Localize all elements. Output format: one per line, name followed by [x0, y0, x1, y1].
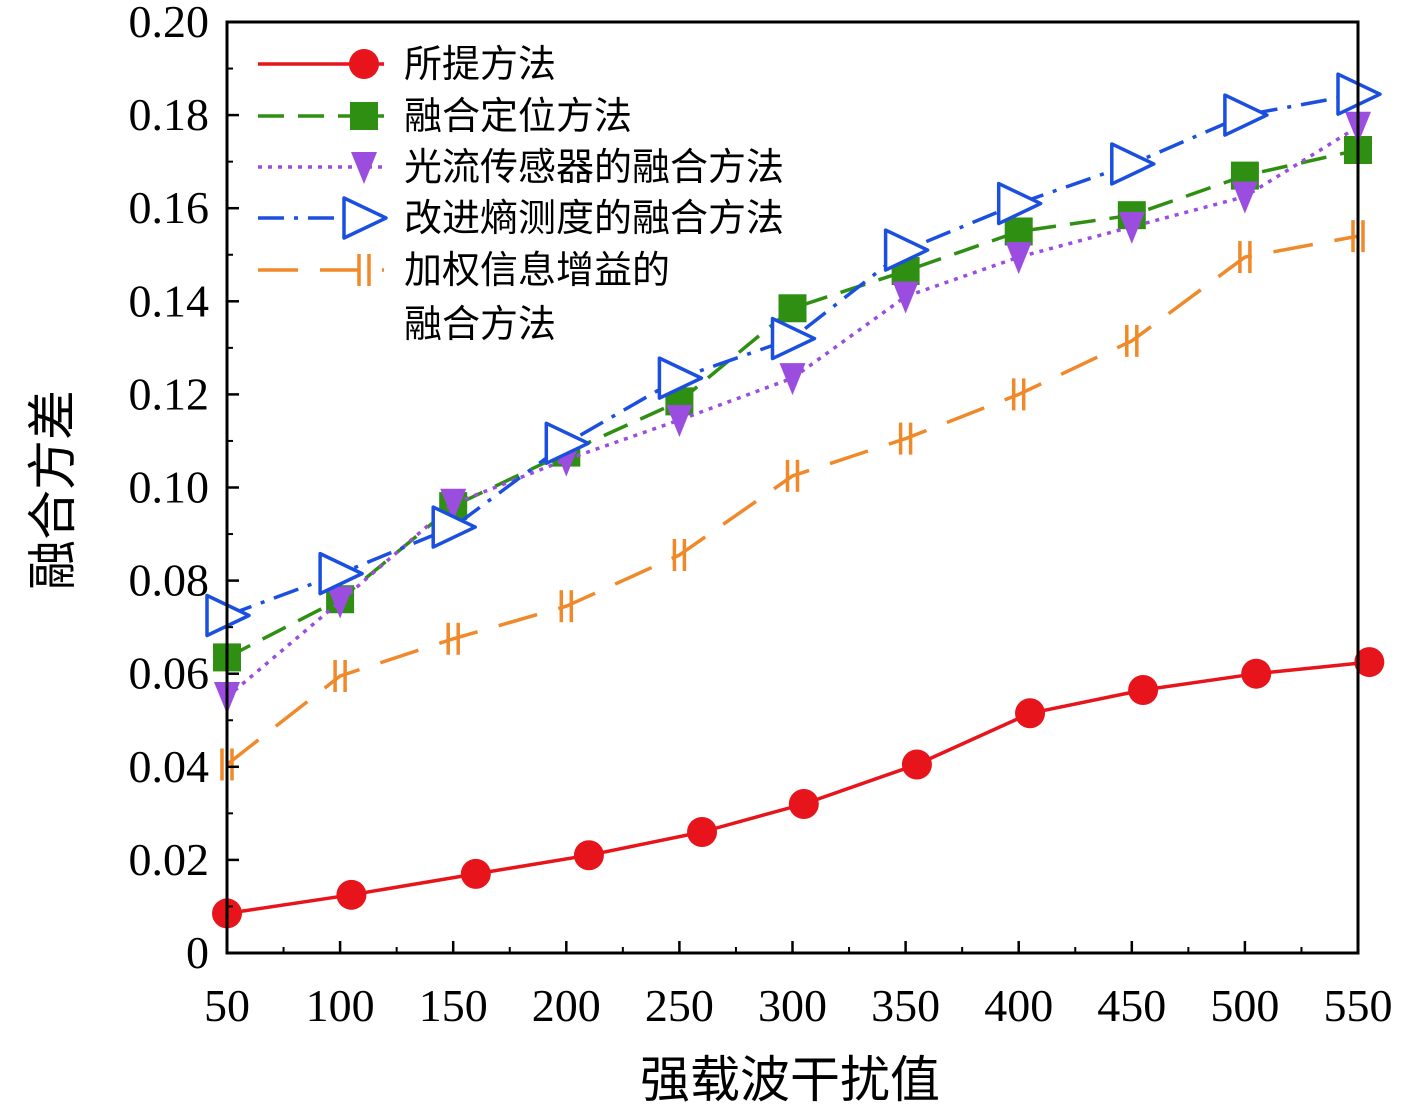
- data-point: [1238, 241, 1252, 274]
- y-tick-label: 0.06: [129, 648, 210, 699]
- data-point: [1128, 674, 1159, 705]
- series-line: [226, 148, 1359, 659]
- legend-marker: [357, 254, 371, 286]
- data-point: [779, 363, 806, 396]
- data-point: [883, 228, 930, 272]
- y-tick-label: 0.14: [129, 275, 210, 326]
- data-point: [996, 181, 1043, 226]
- legend: 所提方法融合定位方法光流传感器的融合方法改进熵测度的融合方法加权信息增益的融合方…: [258, 44, 784, 346]
- data-point: [440, 488, 467, 521]
- data-point: [460, 858, 491, 889]
- legend-item: 所提方法: [258, 44, 556, 86]
- data-point: [1015, 698, 1046, 729]
- legend-label: 光流传感器的融合方法: [404, 147, 784, 189]
- legend-item: 融合定位方法: [258, 96, 632, 138]
- plot-series: [205, 72, 1385, 929]
- legend-label: 加权信息增益的: [404, 250, 670, 292]
- x-tick-label: 200: [532, 980, 601, 1031]
- data-point: [672, 538, 687, 571]
- data-point: [1223, 93, 1269, 137]
- data-point: [220, 748, 234, 781]
- legend-item: 光流传感器的融合方法: [258, 147, 784, 189]
- data-point: [1351, 220, 1365, 253]
- data-point: [1118, 211, 1145, 244]
- y-tick-label: 0.02: [129, 834, 210, 885]
- data-point: [1354, 647, 1385, 678]
- legend-label: 融合方法: [404, 304, 556, 346]
- data-point: [1011, 378, 1026, 411]
- y-axis: 0 0.02 0.04 0.06 0.08 0.10 0.12 0.14 0.16 0.18 0.2…: [129, 0, 239, 978]
- data-point: [336, 879, 367, 910]
- x-tick-label: 550: [1324, 980, 1393, 1031]
- legend-marker: [351, 152, 377, 184]
- legend-label: 所提方法: [404, 44, 556, 86]
- data-point: [785, 459, 800, 492]
- data-point: [544, 421, 591, 466]
- data-point: [1110, 142, 1156, 186]
- y-tick-label: 0.12: [129, 368, 210, 419]
- data-point: [446, 622, 460, 655]
- x-tick-label: 300: [758, 980, 827, 1031]
- legend-item: 改进熵测度的融合方法: [258, 196, 784, 240]
- data-point: [666, 405, 693, 438]
- series-line: [226, 92, 1359, 618]
- legend-label: 改进熵测度的融合方法: [404, 198, 784, 240]
- series-5: [220, 220, 1365, 781]
- data-point: [1004, 217, 1033, 246]
- data-point: [1005, 242, 1032, 275]
- x-tick-label: 250: [645, 980, 714, 1031]
- data-point: [333, 660, 347, 693]
- y-tick-label: 0: [186, 927, 209, 978]
- y-tick-label: 0.16: [129, 182, 210, 233]
- x-tick-label: 100: [306, 980, 375, 1031]
- x-tick-label: 500: [1210, 980, 1279, 1031]
- legend-marker: [349, 49, 379, 79]
- data-point: [431, 505, 477, 549]
- legend-label: 融合定位方法: [404, 96, 632, 138]
- data-point: [901, 749, 932, 780]
- data-point: [573, 840, 604, 871]
- data-point: [892, 281, 919, 314]
- x-tick-label: 50: [204, 980, 250, 1031]
- series-1: [212, 647, 1385, 929]
- legend-marker: [342, 196, 388, 240]
- data-point: [770, 316, 817, 361]
- x-tick-label: 450: [1097, 980, 1166, 1031]
- y-axis-title: 融合方差: [25, 390, 81, 590]
- data-point: [687, 816, 718, 847]
- data-point: [788, 789, 819, 820]
- x-tick-label: 150: [419, 980, 488, 1031]
- data-point: [657, 356, 704, 400]
- series-line: [225, 234, 1359, 766]
- data-point: [1241, 658, 1272, 689]
- data-point: [318, 551, 364, 596]
- y-tick-label: 0.20: [129, 0, 210, 47]
- data-point: [1231, 181, 1258, 214]
- x-axis: 50 100 150 200 250 300 350 400 450 500 550: [204, 941, 1393, 1031]
- y-tick-label: 0.04: [129, 741, 210, 792]
- y-tick-label: 0.08: [129, 555, 210, 606]
- y-tick-label: 0.18: [129, 89, 210, 140]
- data-point: [327, 586, 354, 619]
- legend-marker: [350, 102, 378, 130]
- x-tick-label: 350: [871, 980, 940, 1031]
- data-point: [559, 590, 574, 623]
- data-point: [898, 422, 913, 455]
- series-4: [205, 72, 1382, 638]
- x-tick-label: 400: [984, 980, 1053, 1031]
- y-tick-label: 0.10: [129, 462, 210, 513]
- x-axis-title: 强载波干扰值: [640, 1052, 940, 1107]
- data-point: [1125, 324, 1139, 357]
- data-point: [778, 294, 807, 323]
